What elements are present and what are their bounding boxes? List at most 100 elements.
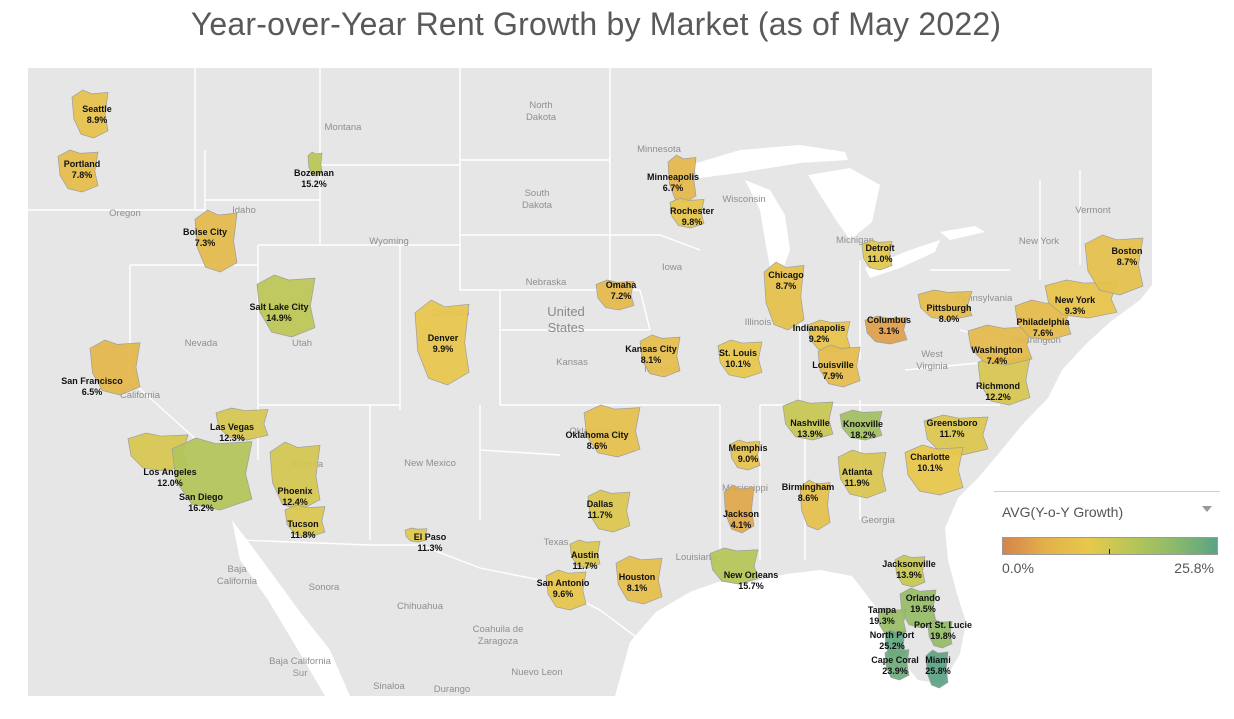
legend-title: AVG(Y-o-Y Growth) (1002, 504, 1124, 520)
market-name-label: Atlanta (842, 467, 873, 477)
market-region-tucson[interactable] (284, 504, 326, 538)
market-region-kansas-city[interactable] (639, 334, 681, 378)
market-value-label: 19.8% (930, 631, 956, 641)
market-value-label: 9.0% (738, 454, 759, 464)
market-name-label: Washington (971, 345, 1022, 355)
market-name-label: Orlando (906, 593, 941, 603)
market-region-san-antonio[interactable] (545, 569, 587, 611)
market-name-label: Seattle (82, 104, 112, 114)
market-region-louisville[interactable] (817, 344, 861, 388)
market-name-label: Chicago (768, 270, 804, 280)
market-region-st-louis[interactable] (717, 339, 763, 379)
legend-gradient-bar (1002, 537, 1218, 555)
market-name-label: St. Louis (719, 348, 757, 358)
market-value-label: 15.7% (738, 581, 764, 591)
market-region-cape-coral[interactable] (884, 647, 910, 681)
land-mass (28, 68, 1152, 696)
market-region-birmingham[interactable] (799, 479, 831, 531)
market-name-label: Cape Coral (871, 655, 919, 665)
market-name-label: Portland (64, 159, 101, 169)
market-name-label: Kansas City (625, 344, 677, 354)
market-name-label: Pittsburgh (927, 303, 972, 313)
market-region-columbus[interactable] (864, 315, 908, 345)
market-value-label: 10.1% (725, 359, 751, 369)
market-value-label: 23.9% (882, 666, 908, 676)
market-region-boston[interactable] (1084, 234, 1144, 296)
market-region-portland[interactable] (57, 149, 99, 193)
market-region-jackson[interactable] (723, 484, 755, 534)
region-label: Vermont (1075, 205, 1111, 216)
market-region-washington[interactable] (967, 324, 1033, 366)
region-label: Virginia (916, 361, 948, 372)
market-region-new-orleans[interactable] (709, 547, 759, 585)
market-region-las-vegas[interactable] (215, 407, 269, 441)
market-region-oklahoma-city[interactable] (583, 404, 641, 458)
market-value-label: 19.5% (910, 604, 936, 614)
market-region-atlanta[interactable] (837, 449, 887, 499)
market-value-label: 8.0% (939, 314, 960, 324)
market-name-label: Rochester (670, 206, 715, 216)
market-region-omaha[interactable] (595, 279, 635, 311)
market-region-houston[interactable] (615, 555, 663, 605)
market-region-greensboro[interactable] (923, 414, 989, 456)
market-name-label: Salt Lake City (249, 302, 308, 312)
market-region-tampa[interactable] (877, 607, 907, 637)
region-label: Illinois (745, 317, 772, 328)
market-region-jacksonville[interactable] (894, 554, 926, 588)
market-value-label: 6.7% (663, 183, 684, 193)
market-region-denver[interactable] (414, 299, 470, 386)
region-label: Montana (325, 122, 363, 133)
market-region-miami[interactable] (925, 649, 949, 689)
market-region-orlando[interactable] (899, 587, 937, 629)
market-region-chicago[interactable] (763, 261, 805, 331)
market-region-charlotte[interactable] (904, 444, 964, 496)
market-region-san-francisco[interactable] (89, 339, 141, 396)
market-region-boise-city[interactable] (194, 209, 238, 273)
region-label: South (525, 188, 550, 199)
market-value-label: 11.7% (587, 510, 612, 520)
market-region-austin[interactable] (569, 539, 601, 569)
market-region-port-st-lucie[interactable] (927, 619, 953, 649)
market-region-san-diego[interactable] (171, 437, 253, 511)
market-region-dallas[interactable] (587, 489, 631, 533)
market-value-label: 12.4% (282, 497, 308, 507)
market-name-label: Nashville (790, 418, 830, 428)
region-label: Zaragoza (478, 636, 519, 647)
region-label: Dakota (522, 200, 553, 211)
color-legend[interactable]: AVG(Y-o-Y Growth) 0.0% 25.8% (994, 491, 1220, 580)
market-value-label: 14.9% (266, 313, 292, 323)
market-value-label: 9.6% (553, 589, 574, 599)
market-value-label: 11.8% (290, 530, 315, 540)
country-label: States (548, 320, 585, 335)
market-layer (57, 89, 1144, 689)
market-region-knoxville[interactable] (839, 409, 883, 441)
market-region-minneapolis[interactable] (667, 154, 697, 204)
market-region-rochester[interactable] (669, 197, 705, 229)
market-value-label: 7.6% (1033, 328, 1054, 338)
market-region-nashville[interactable] (782, 399, 834, 441)
market-value-label: 7.4% (987, 356, 1008, 366)
region-label: Pennsylvania (956, 293, 1013, 304)
legend-min-label: 0.0% (1002, 560, 1034, 576)
market-region-indianapolis[interactable] (807, 319, 851, 353)
market-value-label: 11.3% (417, 543, 442, 553)
region-label: Michigan (836, 235, 874, 246)
legend-dropdown-icon[interactable] (1202, 506, 1212, 512)
region-label: California (120, 390, 161, 401)
market-value-label: 13.9% (797, 429, 823, 439)
market-name-label: Jackson (723, 509, 759, 519)
market-value-label: 4.1% (731, 520, 752, 530)
market-region-bozeman[interactable] (307, 151, 323, 177)
legend-tick-mark (1109, 549, 1110, 554)
market-region-detroit[interactable] (861, 239, 893, 271)
market-region-pittsburgh[interactable] (917, 289, 973, 321)
market-name-label: Birmingham (782, 482, 835, 492)
market-region-memphis[interactable] (729, 439, 761, 471)
market-region-phoenix[interactable] (269, 441, 321, 511)
market-name-label: North Port (870, 630, 915, 640)
market-name-label: Port St. Lucie (914, 620, 972, 630)
market-region-el-paso[interactable] (404, 527, 428, 543)
market-region-seattle[interactable] (71, 89, 109, 139)
market-region-salt-lake-city[interactable] (256, 274, 316, 338)
